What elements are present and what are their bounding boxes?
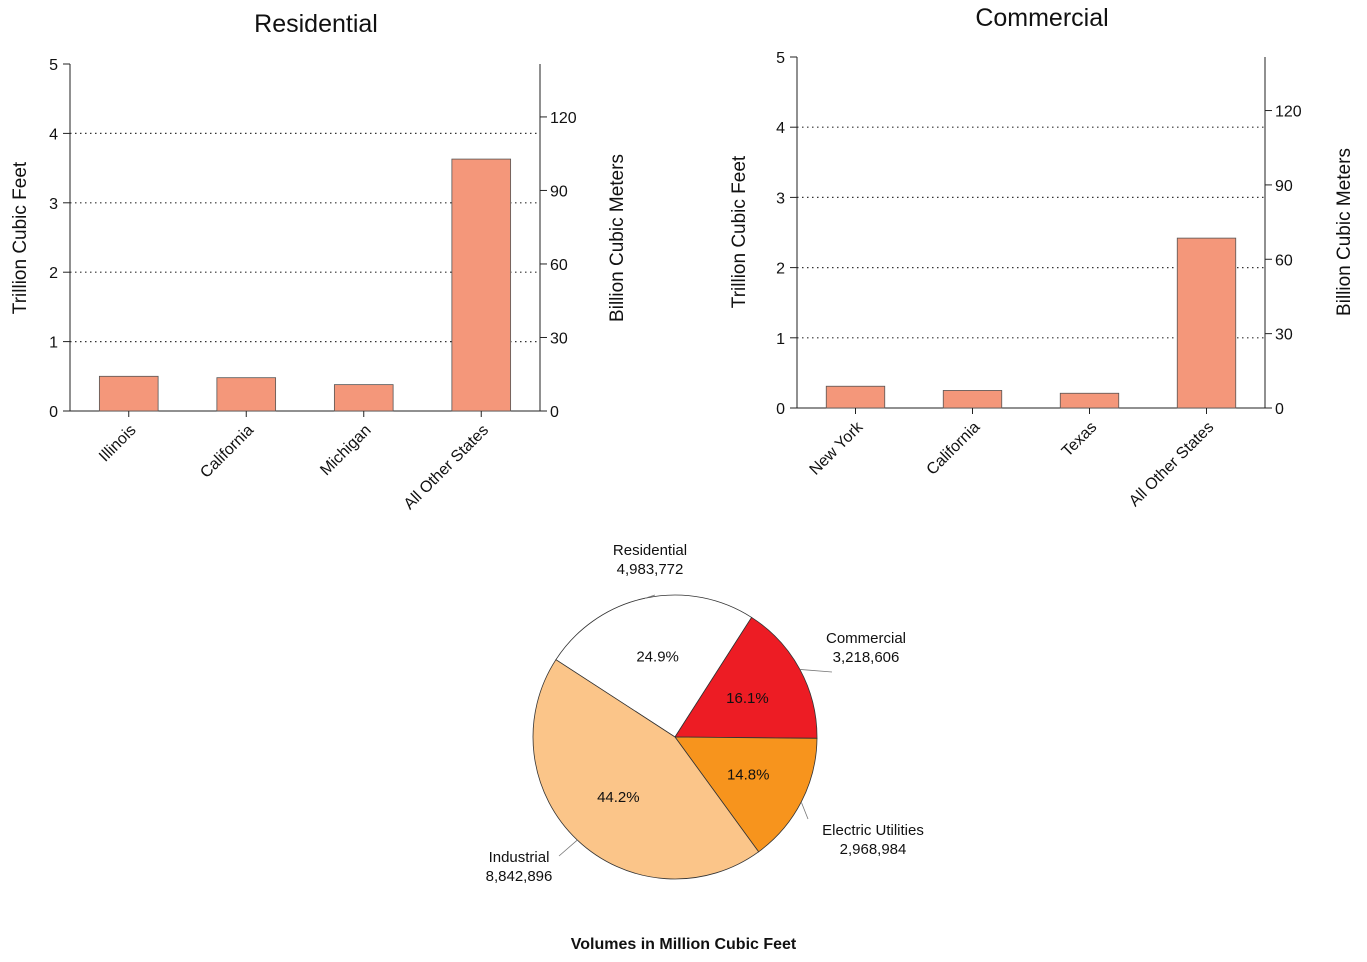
commercial-x-tick-label: California [924,419,984,479]
pie-value-residential: 4,983,772 [617,561,684,578]
residential-chart-title: Residential [254,10,378,38]
residential-y-tick-label: 2 [49,265,58,282]
commercial-bar-california [942,390,1003,409]
residential-y2-tick-label: 120 [550,110,577,127]
residential-y2-tick-label: 60 [550,257,568,274]
residential-y-tick-label: 4 [49,126,58,143]
pie-name-commercial: Commercial [826,630,906,647]
residential-x-tick-label: Michigan [317,422,374,479]
pie-leader-industrial [558,839,578,857]
residential-bar-illinois [98,375,159,412]
pie-name-residential: Residential [613,542,687,559]
commercial-y2-tick-label: 120 [1275,104,1302,121]
pie-leader-commercial [799,669,833,673]
commercial-y2-tick-label: 60 [1275,252,1293,269]
residential-bar-california [216,377,277,412]
commercial-bar-texas [1059,392,1120,409]
pie-percent-commercial: 16.1% [726,690,769,707]
residential-bar-all-other-states [451,158,512,412]
residential-y-tick-label: 0 [49,404,58,421]
pie-slice-residential [555,594,753,738]
pie-percent-industrial: 44.2% [597,789,640,806]
residential-y-tick-label: 1 [49,335,58,352]
commercial-y-tick-label: 5 [776,50,785,67]
pie-value-industrial: 8,842,896 [486,868,553,885]
commercial-y2-tick-label: 30 [1275,327,1293,344]
residential-x-tick-label: All Other States [401,422,492,513]
residential-y-tick-label: 3 [49,196,58,213]
residential-y2-tick-label: 30 [550,330,568,347]
commercial-x-tick-label: All Other States [1126,419,1217,510]
commercial-bar-new-york [825,385,886,409]
commercial-y-tick-label: 0 [776,401,785,418]
residential-y-tick-label: 5 [49,57,58,74]
residential-y2-tick-label: 90 [550,183,568,200]
residential-x-tick-label: Illinois [96,422,139,465]
commercial-y-tick-label: 2 [776,261,785,278]
residential-bar-chart: Residential 0 1 2 3 4 5 0 30 60 90 120 Trillion Cubi… [10,10,628,513]
pie-slice-commercial [674,616,818,739]
pie-leader-electric-utilities [800,801,809,820]
commercial-y-tick-label: 4 [776,120,785,137]
pie-value-commercial: 3,218,606 [833,649,900,666]
residential-bar-michigan [333,384,394,412]
commercial-bar-all-other-states [1176,237,1237,409]
commercial-chart-title: Commercial [975,4,1108,32]
pie-percent-residential: 24.9% [636,648,679,665]
pie-value-electric-utilities: 2,968,984 [840,841,907,858]
pie-name-industrial: Industrial [489,849,550,866]
residential-x-tick-label: California [197,422,257,482]
pie-percent-electric-utilities: 14.8% [727,767,770,784]
residential-y-axis-label: Trillion Cubic Feet [10,161,31,314]
commercial-x-tick-label: New York [807,418,868,479]
commercial-x-tick-label: Texas [1059,419,1101,461]
commercial-y2-tick-label: 90 [1275,178,1293,195]
consumption-pie-chart: 24.9% Residential 4,983,772 16.1% Commercial… [486,542,924,885]
commercial-y-axis-label: Trillion Cubic Feet [729,155,750,308]
commercial-y-tick-label: 1 [776,331,785,348]
residential-y2-axis-label: Billion Cubic Meters [607,154,628,322]
pie-name-electric-utilities: Electric Utilities [822,822,924,839]
pie-leader-residential [644,594,656,599]
commercial-y2-axis-label: Billion Cubic Meters [1334,148,1355,316]
residential-y2-tick-label: 0 [550,404,559,421]
commercial-y-tick-label: 3 [776,190,785,207]
volume-units-caption: Volumes in Million Cubic Feet [570,936,797,953]
commercial-y2-tick-label: 0 [1275,401,1284,418]
commercial-bar-chart: Commercial 0 1 2 3 4 5 0 30 60 90 120 Trillion Cubic… [729,4,1355,510]
